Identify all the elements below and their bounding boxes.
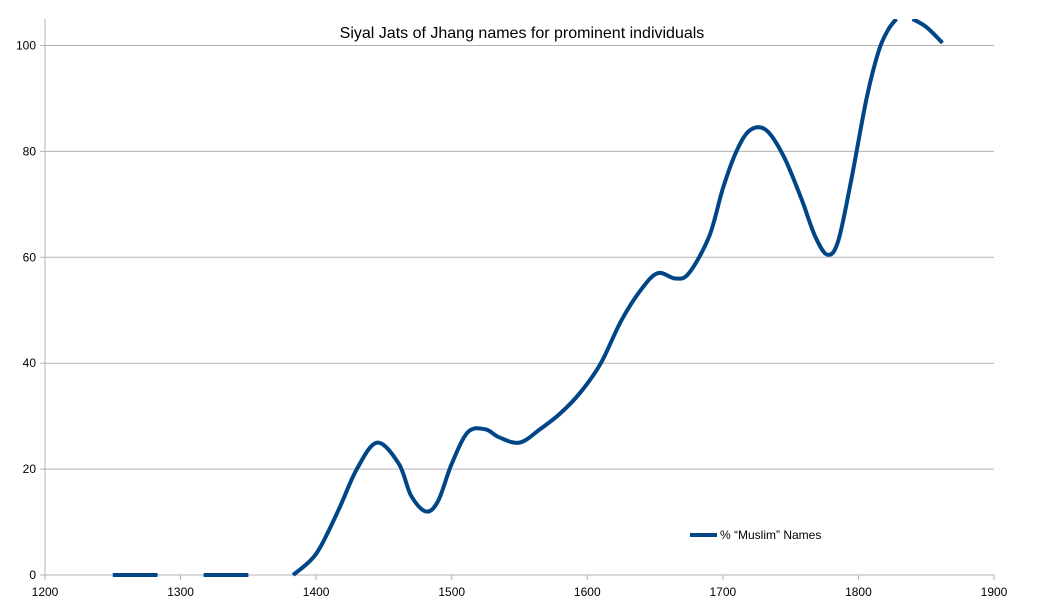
y-axis-tick-labels: 0 20 40 60 80 100 [16, 38, 36, 582]
chart-title: Siyal Jats of Jhang names for prominent … [340, 25, 705, 42]
y-tick-label: 0 [29, 568, 36, 582]
legend: % “Muslim” Names [690, 528, 821, 542]
y-tick-label: 100 [16, 38, 36, 52]
series-line-segment [291, 19, 898, 577]
x-tick-label: 1400 [303, 585, 330, 599]
series-lines [112, 19, 944, 577]
x-tick-label: 1600 [574, 585, 601, 599]
y-tick-label: 60 [23, 250, 37, 264]
y-tick-label: 80 [23, 144, 37, 158]
x-tick-label: 1200 [32, 585, 59, 599]
x-tick-label: 1800 [845, 585, 872, 599]
x-tick-label: 1700 [710, 585, 737, 599]
y-tick-label: 20 [23, 462, 37, 476]
x-tick-label: 1300 [167, 585, 194, 599]
gridlines [45, 44, 994, 470]
series-line-segment [911, 19, 944, 45]
x-axis-tick-labels: 1200 1300 1400 1500 1600 1700 1800 1900 [32, 585, 1008, 599]
x-tick-label: 1500 [438, 585, 465, 599]
legend-label: % “Muslim” Names [720, 528, 821, 542]
x-tick-label: 1900 [981, 585, 1008, 599]
y-tick-label: 40 [23, 356, 37, 370]
axes [40, 19, 995, 580]
